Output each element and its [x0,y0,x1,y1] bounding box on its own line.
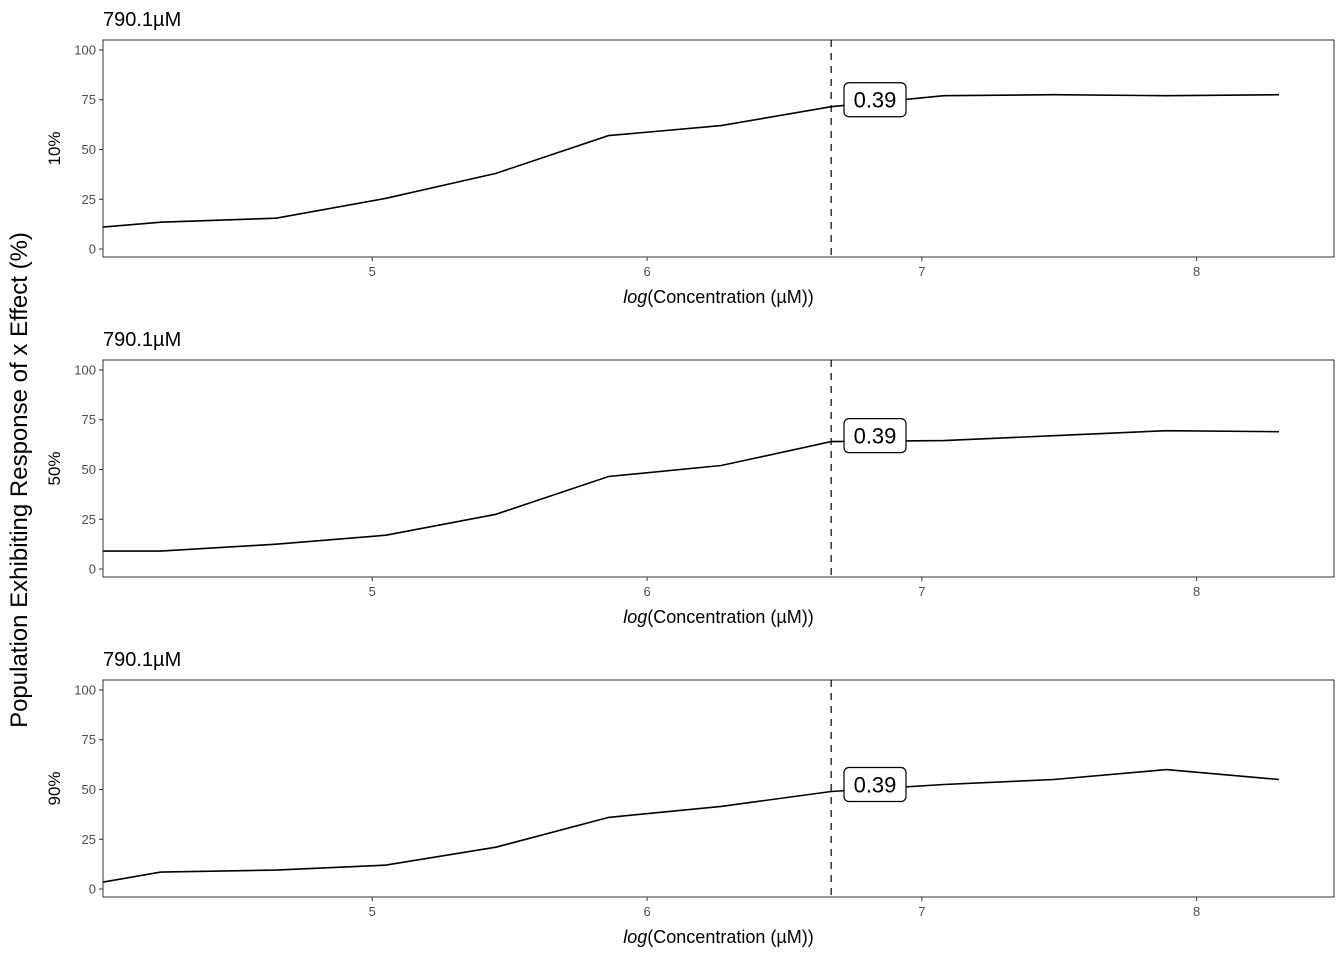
x-tick-label: 6 [643,264,650,279]
panel-y-label: 50% [45,451,64,485]
series-line [103,429,1280,552]
series-line [102,768,1280,883]
y-tick-label: 50 [82,782,96,797]
panel-1: 790.1µM 10% 0 25 50 75 100 5 6 7 8 log(Concentratio… [45,9,1335,307]
annotation-label: 0.39 [854,424,897,449]
x-tick-label: 6 [643,904,650,919]
panel-y-label: 90% [45,771,64,805]
panel-y-label: 10% [45,131,64,165]
y-tick-label: 100 [74,362,96,377]
x-tick-label: 5 [369,904,376,919]
y-tick-label: 75 [82,92,96,107]
annotation-label: 0.39 [854,88,897,113]
panel-2: 790.1µM 50% 0 25 50 75 100 5 6 7 8 log(Concentratio… [45,329,1335,627]
panel-title: 790.1µM [103,9,181,31]
y-tick-label: 0 [89,242,96,257]
x-tick-label: 7 [918,904,925,919]
x-tick-label: 5 [369,584,376,599]
annotation-box [843,82,907,118]
y-tick-label: 25 [82,832,96,847]
y-tick-label: 75 [82,412,96,427]
x-tick-label: 7 [918,264,925,279]
panel-border [102,39,1335,258]
x-tick-label: 6 [643,584,650,599]
annotation-box [843,766,907,803]
x-tick-label: 7 [918,584,925,599]
panel-border [102,679,1335,898]
y-tick-label: 0 [89,562,96,577]
panel-3: 790.1µM 90% 0 25 50 75 100 5 6 7 8 log(Concentratio… [45,649,1335,947]
x-tick-label: 8 [1193,264,1200,279]
panel-title: 790.1µM [103,329,181,351]
panel-x-label: log(Concentration (µM)) [623,927,813,947]
y-tick-label: 50 [82,462,96,477]
panel-title: 790.1µM [103,649,181,671]
series-line [102,93,1280,228]
x-tick-label: 8 [1193,584,1200,599]
annotation-box [843,418,907,454]
y-tick-label: 50 [82,142,96,157]
y-tick-label: 0 [89,882,96,897]
panel-x-label: log(Concentration (µM)) [623,607,813,627]
panel-x-label: log(Concentration (µM)) [623,287,813,307]
annotation-label: 0.39 [854,773,897,798]
y-tick-label: 25 [82,512,96,527]
y-tick-label: 100 [74,42,96,57]
y-tick-label: 25 [82,192,96,207]
x-tick-label: 8 [1193,904,1200,919]
y-tick-label: 100 [74,682,96,697]
y-tick-label: 75 [82,732,96,747]
x-tick-label: 5 [369,264,376,279]
panel-border [102,359,1335,578]
